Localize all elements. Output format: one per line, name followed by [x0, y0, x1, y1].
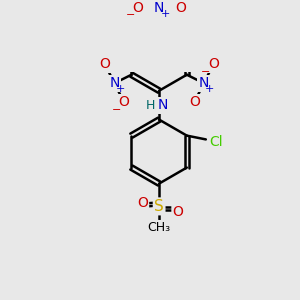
- Text: −: −: [201, 67, 210, 77]
- Text: N: N: [199, 76, 209, 90]
- Text: Cl: Cl: [209, 135, 223, 149]
- Text: CH₃: CH₃: [148, 221, 171, 234]
- Text: N: N: [154, 1, 164, 15]
- Text: +: +: [116, 84, 125, 94]
- Text: O: O: [118, 95, 129, 109]
- Text: +: +: [205, 84, 214, 94]
- Text: H: H: [145, 99, 155, 112]
- Text: O: O: [189, 95, 200, 109]
- Text: O: O: [173, 206, 184, 220]
- Text: −: −: [125, 11, 135, 20]
- Text: O: O: [132, 1, 143, 15]
- Text: O: O: [137, 196, 148, 210]
- Text: S: S: [154, 199, 164, 214]
- Text: O: O: [100, 57, 110, 71]
- Text: −: −: [112, 105, 121, 115]
- Text: CH₃: CH₃: [148, 221, 171, 234]
- Text: O: O: [208, 57, 219, 71]
- Text: N: N: [158, 98, 168, 112]
- Text: O: O: [175, 1, 186, 15]
- Text: +: +: [160, 9, 170, 19]
- Text: N: N: [109, 76, 120, 90]
